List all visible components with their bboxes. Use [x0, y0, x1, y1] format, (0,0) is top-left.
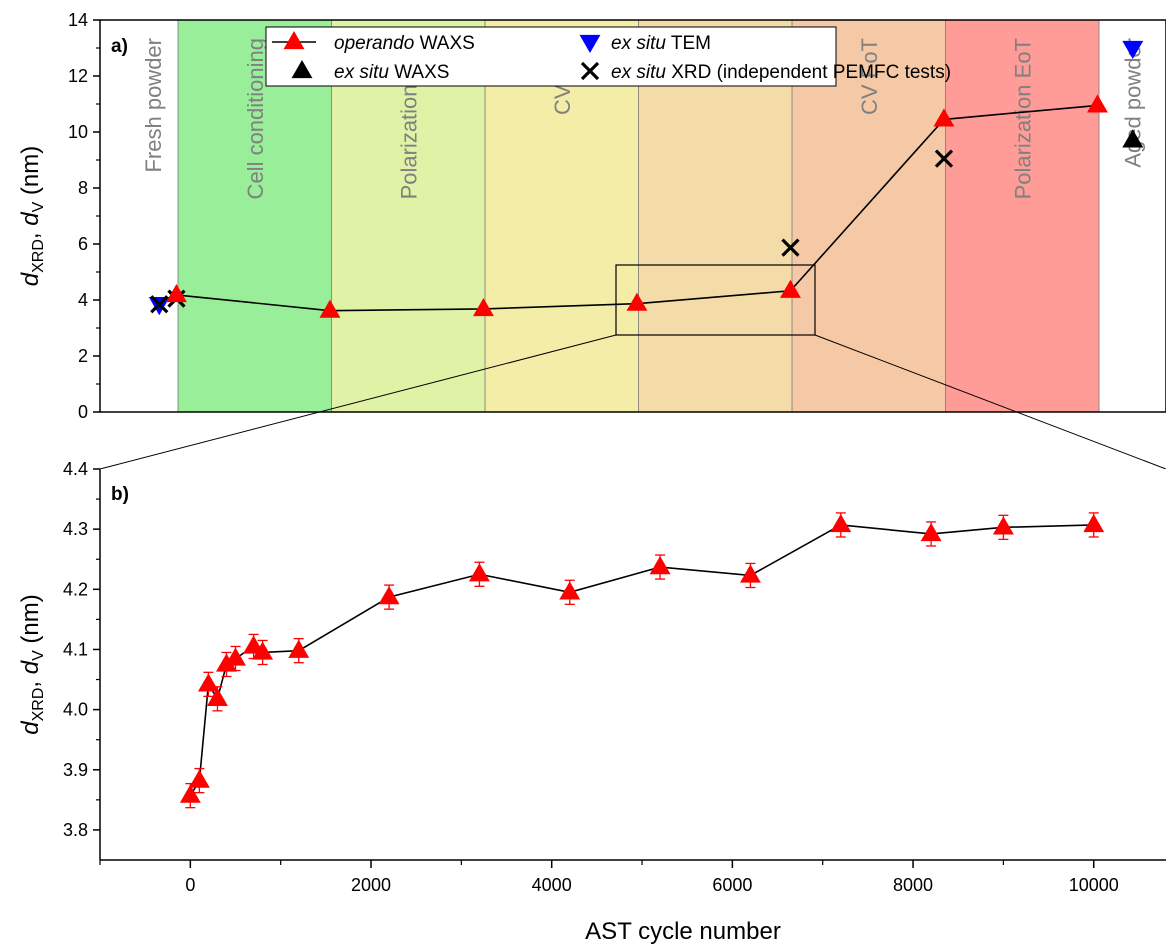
y-axis-label: dXRD, dV (nm) [17, 146, 47, 287]
panel-label: a) [111, 36, 128, 57]
data-point [920, 522, 942, 542]
data-point [197, 673, 219, 692]
data-point [319, 299, 341, 318]
x-tick-label: 10000 [1069, 875, 1119, 895]
legend-entry: operando WAXS [334, 33, 475, 54]
x-axis-label: AST cycle number [585, 918, 781, 945]
data-point [468, 563, 490, 582]
zoom-connector-lines [99, 334, 1166, 470]
legend-marker [291, 60, 313, 79]
data-point [781, 238, 800, 257]
y-tick-label: 8 [78, 178, 88, 198]
data-point [933, 108, 955, 127]
y-tick-label: 3.8 [63, 820, 88, 840]
y-tick-label: 3.9 [63, 760, 88, 780]
y-tick-label: 14 [68, 10, 88, 30]
data-point-stroke [781, 238, 800, 257]
data-point [830, 513, 852, 533]
y-tick-label: 4.0 [63, 700, 88, 720]
x-tick-label: 6000 [712, 875, 752, 895]
data-point [150, 295, 169, 314]
y-tick-label: 4.1 [63, 639, 88, 659]
data-point [225, 647, 246, 666]
data-point [559, 581, 581, 600]
stage-label: Fresh powder [141, 38, 166, 173]
y-axis-label: dXRD, dV (nm) [17, 594, 47, 735]
stage-band [100, 20, 178, 412]
legend-entry: ex situ WAXS [334, 62, 449, 83]
legend-marker [283, 31, 305, 50]
data-point [206, 687, 228, 706]
stage-band [1099, 20, 1166, 412]
data-point [1122, 129, 1144, 148]
data-point [992, 516, 1014, 535]
legend-marker-stroke [580, 61, 600, 81]
stage-label: Polarization EoT [1010, 38, 1035, 199]
data-point [649, 556, 671, 575]
y-tick-label: 2 [78, 346, 88, 366]
y-tick-label: 4 [78, 290, 88, 310]
data-point [934, 149, 954, 168]
legend-marker [580, 61, 600, 81]
data-point [252, 641, 274, 660]
plot-area [100, 469, 1166, 860]
panel-label: b) [111, 484, 129, 505]
data-point-stroke [150, 295, 169, 314]
x-tick-label: 8000 [893, 875, 933, 895]
y-tick-label: 4.3 [63, 519, 88, 539]
panel-b: 3.8 3.9 4.0 4.1 4.2 4.3 4.4 0 2000 4000 6000 8000 10… [17, 459, 1166, 945]
y-tick-label: 10 [68, 122, 88, 142]
y-tick-label: 4.2 [63, 579, 88, 599]
data-point [179, 784, 201, 803]
y-tick-label: 6 [78, 234, 88, 254]
data-point-stroke [934, 149, 954, 168]
legend: operando WAXS ex situ TEM ex situ WAXS ex s… [265, 26, 951, 87]
x-tick-label: 4000 [532, 875, 572, 895]
legend-marker [579, 34, 601, 53]
data-point [780, 279, 801, 298]
zoom-connector-right [814, 334, 1166, 470]
zoom-connector-left [99, 334, 617, 470]
data-point [166, 283, 187, 303]
legend-box [265, 26, 837, 87]
data-point [626, 292, 648, 311]
zoom-box [615, 264, 816, 336]
legend-entry: ex situ TEM [611, 33, 711, 54]
legend-entry: ex situ XRD (independent PEMFC tests) [611, 62, 951, 83]
data-point [378, 586, 400, 605]
data-point [473, 297, 494, 317]
data-point [288, 639, 310, 658]
x-tick-label: 0 [185, 875, 195, 895]
stage-label: Cell conditioning [243, 38, 268, 199]
y-tick-label: 0 [78, 402, 88, 422]
data-point [739, 564, 761, 583]
panel-a: Fresh powder Cell conditioning Polarizatio… [17, 10, 1166, 422]
data-point [188, 769, 210, 788]
stage-band [945, 20, 1099, 412]
data-point [1083, 513, 1105, 533]
data-point [1122, 40, 1144, 59]
y-tick-label: 12 [68, 66, 88, 86]
y-tick-label: 4.4 [63, 459, 88, 479]
x-tick-label: 2000 [351, 875, 391, 895]
stage-label: CV EoT [857, 38, 882, 115]
data-point [1087, 94, 1108, 113]
data-point [216, 653, 237, 672]
